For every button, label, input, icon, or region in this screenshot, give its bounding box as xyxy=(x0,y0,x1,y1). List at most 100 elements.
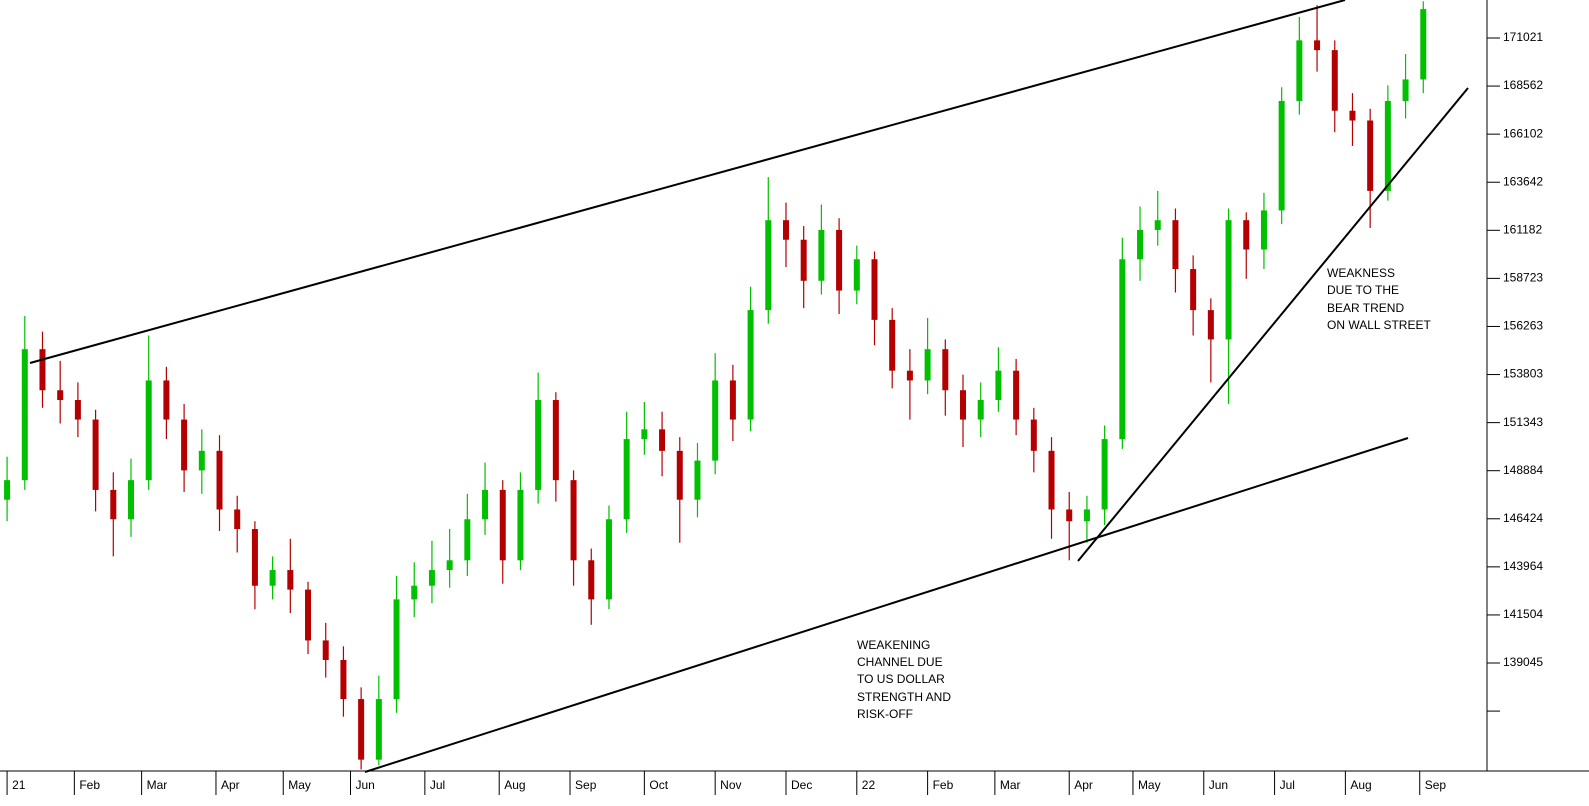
candle-body xyxy=(1260,210,1267,250)
candle-body xyxy=(605,519,612,600)
candle-body xyxy=(482,489,489,520)
y-tick-label: 141504 xyxy=(1503,607,1543,621)
candle-body xyxy=(92,419,99,490)
candle-body xyxy=(871,259,878,320)
candle-body xyxy=(145,380,152,481)
candle-body xyxy=(570,480,577,561)
x-tick-label: Jun xyxy=(356,778,375,792)
x-tick-label: 21 xyxy=(12,778,26,792)
y-tick-label: 153803 xyxy=(1503,367,1543,381)
candle-body xyxy=(163,380,170,420)
x-tick-label: Oct xyxy=(649,778,668,792)
x-tick-label: Jul xyxy=(1280,778,1295,792)
candle-body xyxy=(499,489,506,561)
candle-body xyxy=(942,349,949,391)
candle-body xyxy=(428,570,435,586)
candle-body xyxy=(110,489,117,520)
candle-body xyxy=(1367,120,1374,191)
x-tick-label: Apr xyxy=(221,778,240,792)
annotation-line: WEAKENING xyxy=(857,638,930,652)
candle-body xyxy=(269,570,276,586)
candle-body xyxy=(782,220,789,240)
x-tick-label: May xyxy=(1138,778,1161,792)
x-tick-label: Sep xyxy=(575,778,597,792)
plot xyxy=(4,1,1427,770)
candle-body xyxy=(57,390,64,401)
candle-body xyxy=(358,699,365,760)
x-tick-label: Aug xyxy=(1350,778,1371,792)
x-tick-label: Nov xyxy=(720,778,741,792)
x-tick-label: Sep xyxy=(1425,778,1447,792)
candle-body xyxy=(1172,220,1179,270)
y-tick-label: 139045 xyxy=(1503,655,1543,669)
candle-body xyxy=(641,429,648,440)
candle-body xyxy=(1119,259,1126,440)
candle-body xyxy=(659,429,666,451)
annotation-line: DUE TO THE xyxy=(1327,283,1399,297)
candle-body xyxy=(960,390,967,420)
x-tick-label: Dec xyxy=(791,778,812,792)
x-tick-label: Jul xyxy=(430,778,445,792)
candle-body xyxy=(1190,269,1197,311)
y-tick-label: 143964 xyxy=(1503,559,1543,573)
y-tick-label: 163642 xyxy=(1503,174,1543,188)
candle-body xyxy=(198,450,205,471)
candle-body xyxy=(588,560,595,600)
candle-body xyxy=(1314,40,1321,51)
candle-body xyxy=(375,699,382,760)
candle-body xyxy=(446,560,453,571)
candle-body xyxy=(234,509,241,530)
y-tick-label: 161182 xyxy=(1503,222,1542,236)
candle-body xyxy=(1083,509,1090,522)
x-tick-label: Mar xyxy=(147,778,168,792)
candle-body xyxy=(676,450,683,500)
candle-body xyxy=(21,349,28,481)
candle-body xyxy=(818,229,825,281)
candle-body xyxy=(1420,9,1427,80)
x-tick-label: Feb xyxy=(933,778,954,792)
candle-body xyxy=(552,400,559,481)
candle-body xyxy=(127,480,134,520)
candle-body xyxy=(4,480,11,500)
candle-body xyxy=(287,570,294,590)
x-tick-label: May xyxy=(288,778,311,792)
y-tick-label: 166102 xyxy=(1503,126,1543,140)
candle-body xyxy=(393,599,400,700)
y-tick-label: 158723 xyxy=(1503,271,1543,285)
candle-body xyxy=(977,400,984,420)
candle-body xyxy=(1101,439,1108,510)
candle-body xyxy=(340,659,347,700)
candle-body xyxy=(74,400,81,420)
annotation-line: BEAR TREND xyxy=(1327,301,1404,315)
candle-body xyxy=(251,529,258,586)
candle-body xyxy=(1243,220,1250,250)
y-tick-label: 171021 xyxy=(1503,30,1543,44)
annotation: WEAKENING CHANNEL DUE TO US DOLLAR STREN… xyxy=(857,638,951,721)
candle-body xyxy=(1013,370,1020,420)
candle-body xyxy=(1349,110,1356,121)
trend-line xyxy=(364,437,1409,773)
annotation-line: CHANNEL DUE xyxy=(857,655,943,669)
x-tick-label: Mar xyxy=(1000,778,1021,792)
annotation-line: RISK-OFF xyxy=(857,707,913,721)
annotation: WEAKNESS DUE TO THE BEAR TREND ON WALL S… xyxy=(1327,266,1431,332)
candle-body xyxy=(747,310,754,420)
candle-body xyxy=(216,450,223,510)
trend-line xyxy=(29,0,1346,364)
candle-body xyxy=(1066,509,1073,522)
candle-body xyxy=(694,460,701,500)
candle-body xyxy=(712,380,719,461)
annotation-line: ON WALL STREET xyxy=(1327,318,1431,332)
y-tick-label: 148884 xyxy=(1503,463,1543,477)
candle-body xyxy=(800,239,807,281)
candle-body xyxy=(1030,419,1037,451)
candle-body xyxy=(729,380,736,420)
x-tick-label: Apr xyxy=(1074,778,1093,792)
candle-body xyxy=(995,370,1002,401)
annotation-line: WEAKNESS xyxy=(1327,266,1395,280)
candle-body xyxy=(924,349,931,381)
candle-body xyxy=(1402,79,1409,101)
candle-body xyxy=(181,419,188,471)
candle-body xyxy=(1137,229,1144,260)
